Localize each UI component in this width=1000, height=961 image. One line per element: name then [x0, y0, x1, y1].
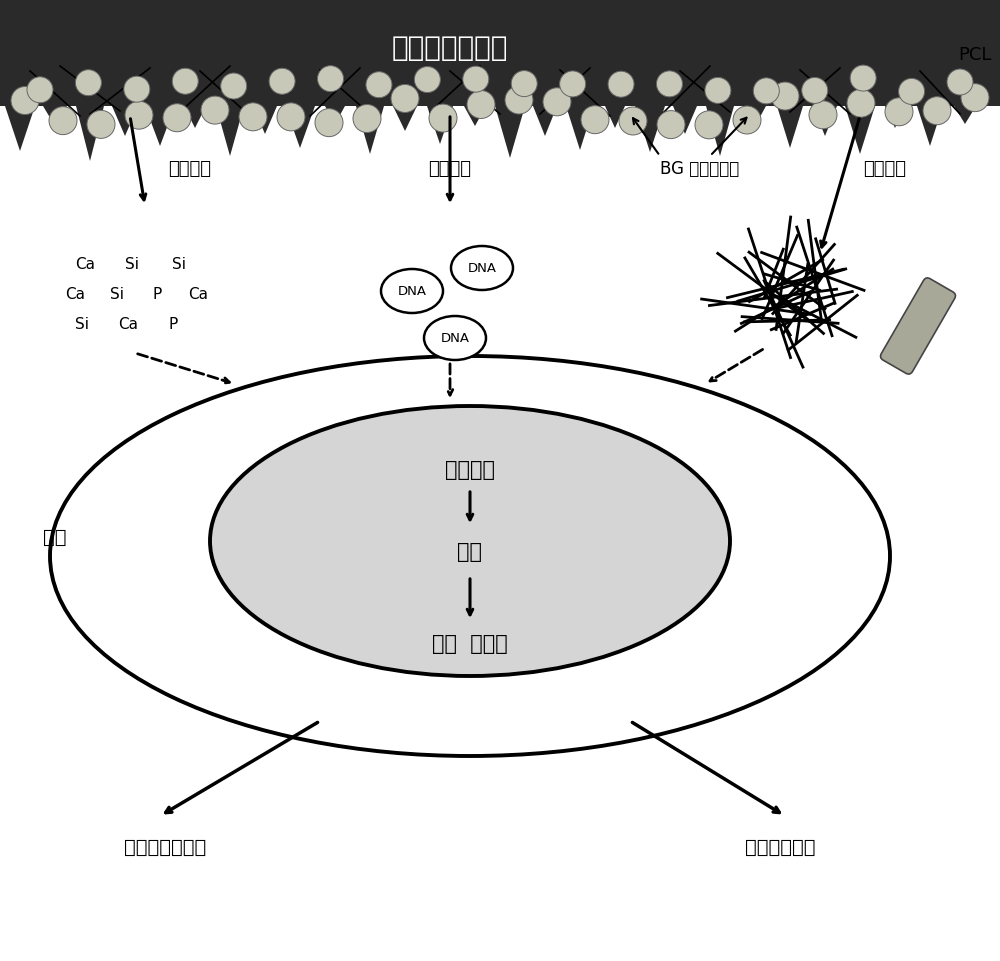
Text: PCL: PCL	[959, 46, 992, 64]
Text: Ca: Ca	[65, 286, 85, 302]
Circle shape	[429, 105, 457, 133]
Text: P: P	[152, 286, 161, 302]
Circle shape	[608, 72, 634, 98]
Circle shape	[809, 102, 837, 130]
Circle shape	[753, 79, 779, 105]
Text: DNA: DNA	[468, 262, 496, 275]
Circle shape	[885, 99, 913, 127]
Circle shape	[511, 71, 537, 97]
Circle shape	[318, 66, 344, 92]
Circle shape	[414, 67, 440, 93]
Text: Ca: Ca	[118, 317, 138, 332]
Circle shape	[353, 106, 381, 134]
Circle shape	[27, 78, 53, 104]
Circle shape	[239, 104, 267, 132]
Text: 离子溶解: 离子溶解	[168, 160, 212, 178]
Text: 转录: 转录	[458, 541, 482, 561]
Text: DNA: DNA	[440, 333, 470, 345]
Text: P: P	[168, 317, 177, 332]
Bar	[0, 0, 1000, 107]
Circle shape	[899, 80, 925, 106]
Circle shape	[705, 79, 731, 105]
Circle shape	[366, 73, 392, 99]
Circle shape	[269, 69, 295, 95]
Circle shape	[923, 98, 951, 126]
Ellipse shape	[210, 407, 730, 677]
Circle shape	[49, 108, 77, 136]
Circle shape	[201, 97, 229, 125]
Text: Si: Si	[172, 257, 186, 272]
Text: Si: Si	[75, 317, 89, 332]
Text: BG 微纳米纤维: BG 微纳米纤维	[660, 160, 739, 178]
Circle shape	[163, 105, 191, 133]
Text: 细胞: 细胞	[43, 527, 67, 546]
Ellipse shape	[451, 247, 513, 290]
Circle shape	[850, 66, 876, 92]
Text: Si: Si	[125, 257, 139, 272]
Ellipse shape	[381, 270, 443, 313]
Text: DNA: DNA	[398, 285, 426, 298]
Circle shape	[463, 67, 489, 93]
Text: 质粒载体: 质粒载体	[428, 160, 472, 178]
Circle shape	[315, 110, 343, 137]
Circle shape	[733, 107, 761, 135]
Text: 翻译  后转译: 翻译 后转译	[432, 633, 508, 653]
Circle shape	[125, 102, 153, 130]
Ellipse shape	[50, 357, 890, 756]
Circle shape	[505, 86, 533, 115]
Text: 骨修复材料支架: 骨修复材料支架	[392, 35, 508, 62]
Circle shape	[543, 88, 571, 116]
Circle shape	[619, 108, 647, 136]
Text: 基因表达: 基因表达	[445, 459, 495, 480]
Text: 细胞外基质形成: 细胞外基质形成	[124, 837, 206, 855]
Circle shape	[11, 87, 39, 115]
Circle shape	[467, 91, 495, 119]
Circle shape	[695, 111, 723, 139]
Circle shape	[124, 77, 150, 103]
Text: 表面形貌: 表面形貌	[864, 160, 906, 178]
Circle shape	[847, 90, 875, 118]
Text: Ca: Ca	[188, 286, 208, 302]
Circle shape	[961, 85, 989, 112]
Circle shape	[172, 69, 198, 95]
Circle shape	[656, 72, 682, 98]
Circle shape	[87, 111, 115, 139]
Polygon shape	[0, 0, 1000, 161]
Circle shape	[771, 83, 799, 111]
Circle shape	[560, 72, 586, 98]
Circle shape	[657, 111, 685, 139]
Ellipse shape	[424, 317, 486, 360]
Circle shape	[221, 74, 247, 100]
Circle shape	[802, 79, 828, 105]
FancyBboxPatch shape	[880, 279, 956, 375]
Text: Si: Si	[110, 286, 124, 302]
Circle shape	[581, 107, 609, 135]
Circle shape	[277, 104, 305, 132]
Text: Ca: Ca	[75, 257, 95, 272]
Circle shape	[391, 86, 419, 113]
Text: 血管生成因子: 血管生成因子	[745, 837, 815, 855]
Circle shape	[947, 70, 973, 96]
Circle shape	[75, 70, 101, 97]
